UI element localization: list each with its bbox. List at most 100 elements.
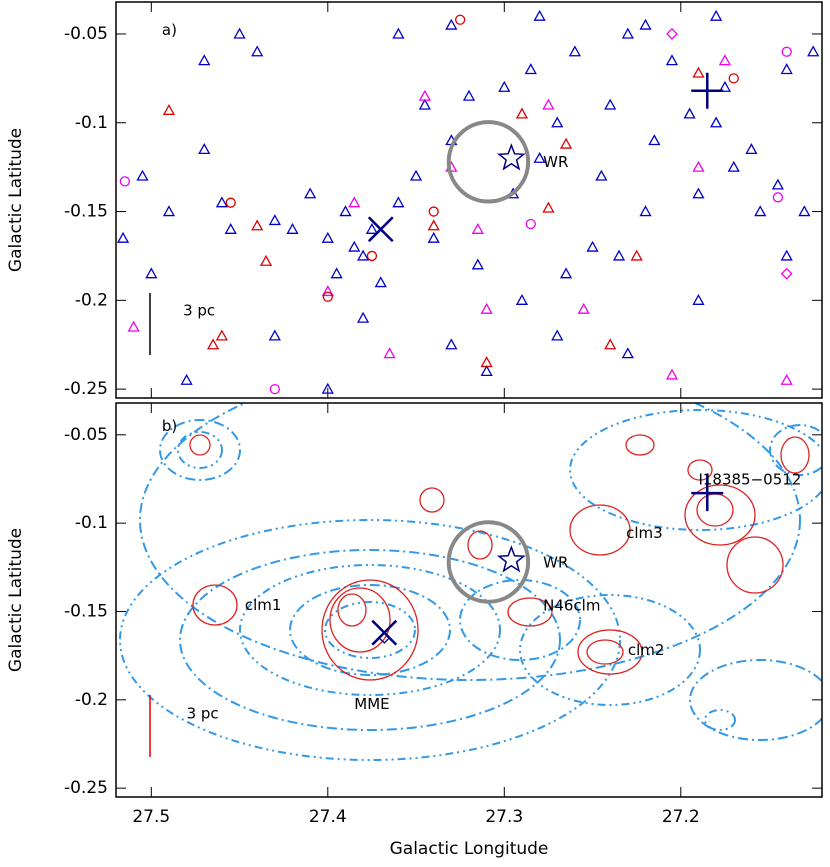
point (692, 293, 705, 305)
y-tick-label: -0.25 (64, 379, 108, 399)
star-marker (496, 143, 526, 171)
point (781, 46, 792, 57)
point (418, 89, 431, 101)
point (428, 206, 439, 217)
sub-mm-contour (459, 579, 581, 661)
point (586, 240, 599, 252)
mm-contour (467, 530, 493, 560)
mm-contour (696, 493, 734, 527)
point (498, 80, 511, 92)
y-axis-label: Galactic Latitude (6, 528, 26, 672)
mm-contour (687, 459, 713, 481)
plot-frame (115, 1, 823, 399)
sub-mm-contour (769, 424, 822, 476)
point (692, 160, 705, 172)
point (718, 80, 732, 92)
x-tick-label: 27.5 (132, 807, 170, 827)
annotation: N46clm (543, 597, 600, 615)
point (559, 137, 573, 149)
point (542, 201, 555, 213)
point (728, 73, 739, 84)
point (418, 98, 431, 110)
point (198, 54, 211, 66)
point (524, 63, 537, 75)
point (515, 107, 529, 119)
point (162, 205, 176, 217)
point (612, 249, 626, 261)
sub-mm-contour (139, 403, 801, 681)
point (427, 231, 440, 243)
point (807, 45, 820, 57)
point (116, 231, 130, 243)
point (348, 196, 361, 208)
point (330, 267, 343, 279)
point (798, 205, 811, 217)
y-tick-label: -0.25 (64, 778, 108, 798)
point (269, 383, 281, 395)
annotation: clm1 (245, 596, 282, 614)
sub-mm-contour (159, 419, 241, 481)
point (409, 169, 423, 181)
x-tick-label: 27.2 (662, 807, 700, 827)
y-tick-label: -0.1 (75, 113, 108, 133)
point (180, 373, 193, 385)
point (683, 107, 696, 119)
point (665, 368, 679, 380)
mm-contour (321, 579, 419, 681)
point (480, 356, 493, 368)
point (780, 249, 793, 261)
mm-contour (625, 434, 655, 456)
mm-contour (569, 504, 631, 556)
point (515, 293, 529, 305)
point (551, 116, 564, 128)
point (665, 54, 679, 66)
point (754, 205, 767, 217)
x-axis-label: Galactic Longitude (390, 839, 549, 859)
point (366, 250, 378, 262)
point (321, 285, 334, 297)
point (709, 9, 723, 21)
point (215, 196, 229, 208)
annotation: WR (543, 554, 568, 572)
mm-contour (684, 484, 756, 546)
point (145, 267, 158, 279)
sub-mm-contour (119, 519, 621, 761)
point (259, 254, 273, 266)
plus-marker (691, 72, 724, 109)
point (304, 187, 317, 199)
point (780, 267, 793, 280)
point (215, 329, 229, 341)
mm-contour (329, 587, 391, 653)
point (455, 14, 466, 25)
sub-mm-contour (324, 601, 416, 659)
mm-contour (419, 487, 445, 513)
sub-mm-contour (289, 584, 451, 676)
point (648, 134, 661, 146)
mm-contour (337, 593, 367, 627)
annotation: I18385−0512 (698, 471, 801, 489)
mm-contour (577, 629, 643, 675)
annotation: clm2 (628, 641, 665, 659)
contours (119, 403, 822, 761)
mm-contour (507, 597, 553, 627)
point (780, 373, 793, 385)
point (745, 143, 758, 155)
x-marker (367, 216, 394, 243)
point (206, 338, 220, 350)
point (119, 176, 130, 187)
point (604, 98, 617, 110)
y-axis-label: Galactic Latitude (6, 128, 26, 272)
point (136, 169, 149, 181)
point (480, 365, 493, 377)
annotation: clm3 (626, 524, 663, 542)
point (709, 116, 723, 128)
y-tick-label: -0.15 (64, 601, 108, 621)
point (533, 9, 546, 21)
ring-marker (446, 120, 531, 204)
mm-contour (586, 639, 624, 665)
point (771, 178, 784, 190)
point (251, 45, 264, 57)
sub-mm-contour (519, 594, 701, 706)
point (604, 338, 617, 350)
point (542, 98, 555, 110)
